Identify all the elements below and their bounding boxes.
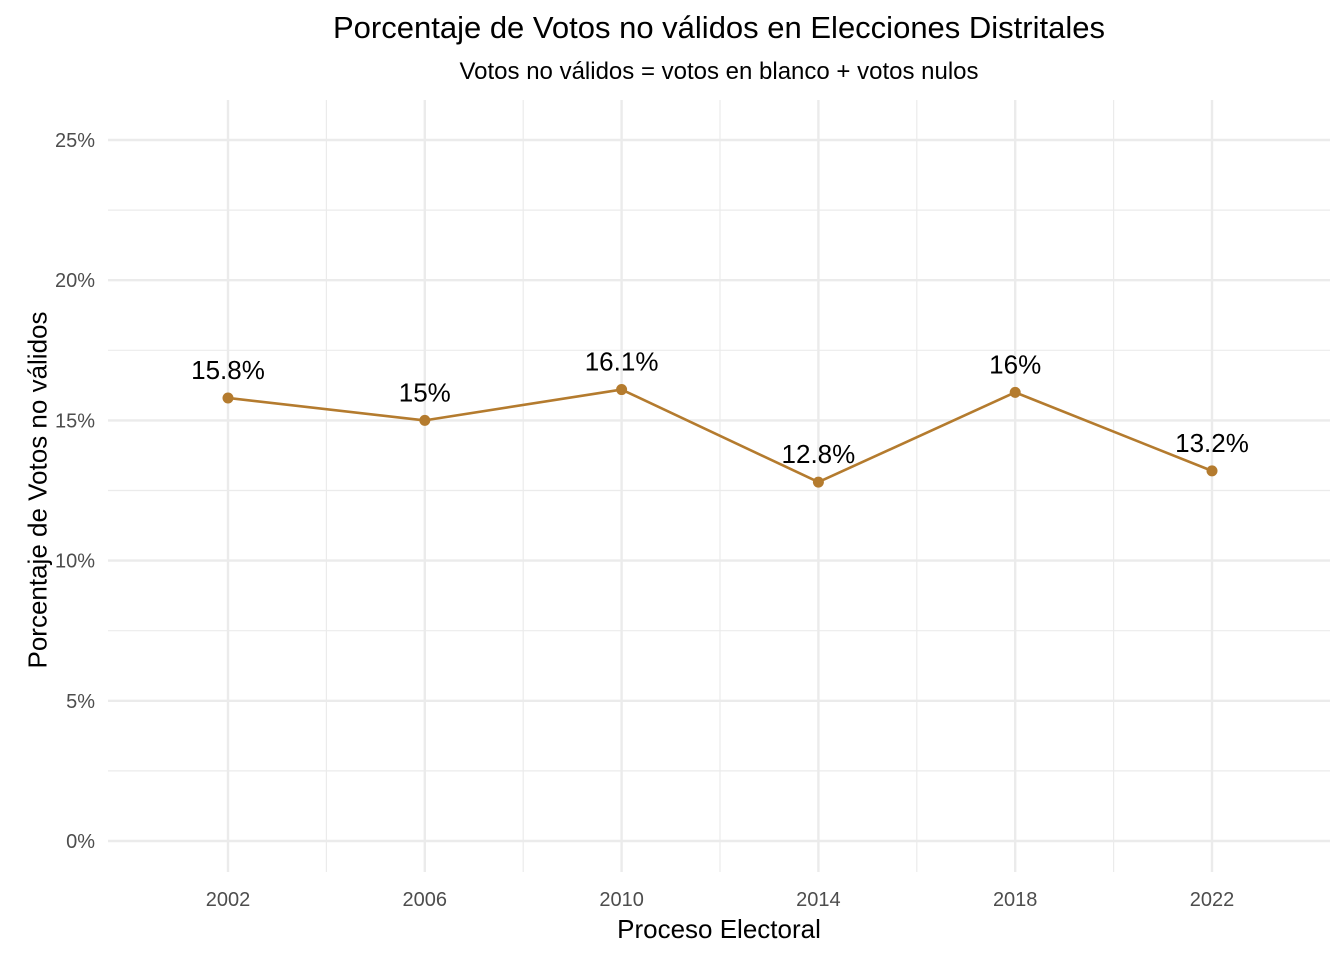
data-label: 12.8% — [782, 439, 856, 469]
x-tick-label: 2014 — [796, 889, 841, 911]
y-axis-label: Porcentaje de Votos no válidos — [22, 311, 53, 669]
data-point — [419, 414, 431, 426]
chart-title: Porcentaje de Votos no válidos en Elecci… — [333, 10, 1105, 45]
data-label: 13.2% — [1175, 428, 1249, 458]
data-label: 16% — [989, 349, 1041, 379]
data-label: 15% — [399, 377, 451, 407]
chart-subtitle: Votos no válidos = votos en blanco + vot… — [459, 58, 979, 85]
y-tick-label: 25% — [55, 130, 95, 152]
major-gridlines — [108, 100, 1330, 872]
series-line — [227, 388, 1213, 484]
x-axis-label: Proceso Electoral — [617, 914, 821, 944]
y-tick-label: 20% — [55, 270, 95, 292]
x-tick-label: 2018 — [993, 889, 1038, 911]
data-point — [222, 392, 234, 404]
x-tick-label: 2002 — [206, 889, 251, 911]
x-tick-label: 2010 — [599, 889, 644, 911]
series-group — [222, 384, 1218, 488]
data-point — [812, 476, 824, 488]
y-axis-ticks: 0% 5% 10% 15% 20% 25% — [55, 130, 95, 853]
data-labels-group: 15.8% 15% 16.1% 12.8% 16% 13.2% — [191, 347, 1249, 470]
data-point — [616, 384, 628, 396]
x-tick-label: 2022 — [1190, 889, 1235, 911]
data-label: 16.1% — [585, 347, 659, 377]
y-tick-label: 15% — [55, 410, 95, 432]
data-point — [1009, 386, 1021, 398]
y-tick-label: 10% — [55, 551, 95, 573]
x-axis-ticks: 2002 2006 2010 2014 2018 2022 — [206, 889, 1235, 911]
data-point — [1206, 465, 1218, 477]
x-tick-label: 2006 — [403, 889, 448, 911]
y-tick-label: 0% — [66, 831, 95, 853]
data-label: 15.8% — [191, 355, 265, 385]
y-tick-label: 5% — [66, 691, 95, 713]
minor-gridlines — [108, 100, 1330, 872]
